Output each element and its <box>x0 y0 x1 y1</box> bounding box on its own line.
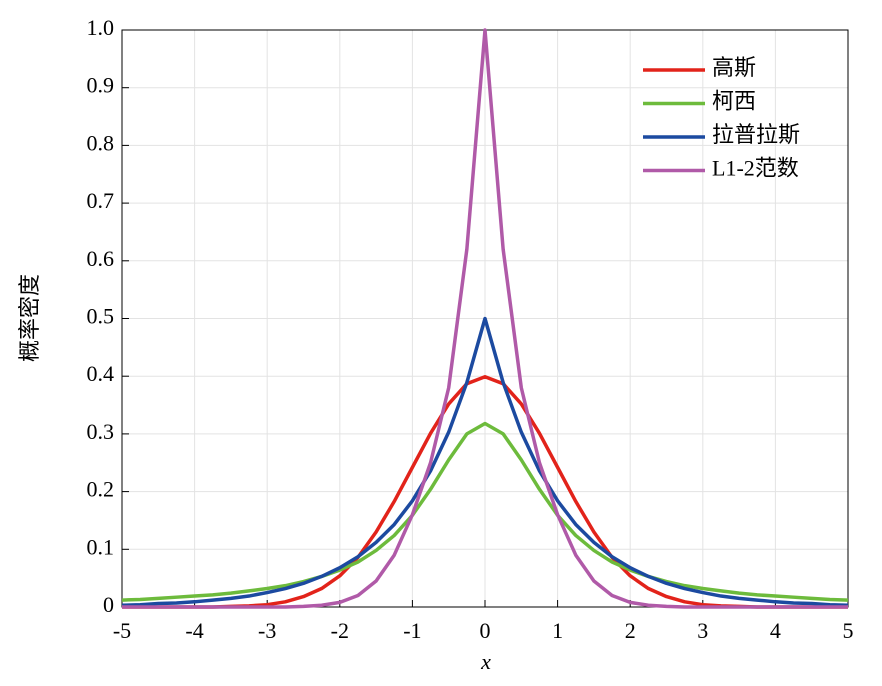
x-tick-label: 0 <box>480 618 491 643</box>
y-tick-label: 0.6 <box>87 246 115 271</box>
line-series <box>121 421 849 602</box>
y-tick-label: 0.1 <box>87 534 115 559</box>
y-tick-label: 0.4 <box>87 361 115 386</box>
legend-label: 拉普拉斯 <box>712 122 800 147</box>
y-tick-label: 0 <box>103 592 114 617</box>
x-tick-label: -3 <box>258 618 276 643</box>
x-axis-label: x <box>480 649 491 674</box>
x-tick-label: 5 <box>843 618 854 643</box>
y-tick-label: 0.5 <box>87 304 115 329</box>
x-tick-label: 4 <box>770 618 781 643</box>
y-tick-label: 1.0 <box>87 15 115 40</box>
x-tick-label: -4 <box>185 618 203 643</box>
y-tick-label: 0.7 <box>87 188 115 213</box>
x-tick-label: -5 <box>113 618 131 643</box>
y-axis-label: 概率密度 <box>17 274 42 362</box>
x-tick-label: -1 <box>403 618 421 643</box>
legend-label: 柯西 <box>712 89 756 114</box>
line-series <box>121 316 849 608</box>
legend-label: L1-2范数 <box>712 156 799 181</box>
y-tick-label: 0.2 <box>87 477 115 502</box>
x-tick-label: 1 <box>552 618 563 643</box>
y-tick-label: 0.8 <box>87 130 115 155</box>
x-tick-label: 2 <box>625 618 636 643</box>
line-series <box>122 28 848 609</box>
x-tick-label: 3 <box>697 618 708 643</box>
y-tick-label: 0.9 <box>87 73 115 98</box>
y-tick-label: 0.3 <box>87 419 115 444</box>
legend-label: 高斯 <box>712 55 756 80</box>
x-tick-label: -2 <box>331 618 349 643</box>
